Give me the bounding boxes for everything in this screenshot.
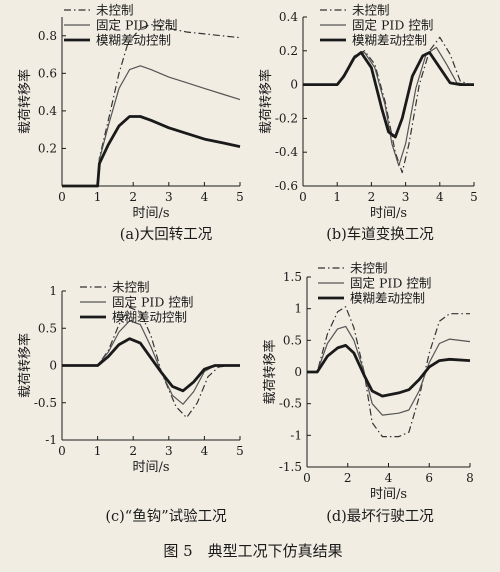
legend-label: 固定 PID 控制	[112, 295, 193, 310]
x-axis-label: 时间/s	[370, 206, 407, 221]
x-tick-label: 8	[466, 471, 474, 485]
panel-caption: (a)大回转工况	[120, 226, 213, 243]
y-tick-label: -1	[290, 428, 302, 442]
x-tick-label: 5	[470, 190, 478, 204]
series-line-3	[307, 344, 471, 398]
x-tick-label: 2	[129, 444, 137, 458]
series-line-2	[303, 46, 474, 167]
y-tick-label: 1	[49, 284, 57, 298]
y-tick-label: -0.5	[279, 397, 302, 411]
legend-label: 模糊差动控制	[112, 310, 187, 325]
y-tick-label: 1	[294, 302, 302, 316]
x-tick-label: 5	[236, 444, 244, 458]
x-tick-label: 4	[201, 190, 209, 204]
y-tick-label: -0.2	[275, 111, 298, 125]
series-line-1	[62, 23, 241, 187]
x-tick-label: 4	[201, 444, 209, 458]
y-tick-label: 0.4	[279, 10, 298, 24]
x-tick-label: 3	[165, 444, 173, 458]
y-tick-label: 0	[294, 365, 302, 379]
legend-label: 模糊差动控制	[352, 33, 427, 48]
y-tick-label: 0.6	[38, 66, 57, 80]
y-tick-label: -1	[45, 433, 57, 447]
x-axis-label: 时间/s	[132, 460, 169, 475]
x-tick-label: 0	[299, 190, 307, 204]
legend-label: 未控制	[96, 3, 134, 18]
x-tick-label: 3	[165, 190, 173, 204]
y-tick-label: -0.5	[34, 396, 57, 410]
y-tick-label: 0	[290, 78, 298, 92]
series-line-3	[303, 51, 474, 139]
legend-label: 未控制	[352, 3, 390, 18]
y-tick-label: 0.5	[283, 333, 302, 347]
legend-label: 模糊差动控制	[350, 291, 425, 306]
x-tick-label: 2	[129, 190, 137, 204]
x-tick-label: 5	[236, 190, 244, 204]
y-axis-label: 载荷转移率	[258, 69, 274, 134]
x-tick-label: 0	[58, 190, 66, 204]
legend-label: 固定 PID 控制	[96, 18, 177, 33]
y-tick-label: 0.4	[38, 104, 57, 118]
legend-label: 固定 PID 控制	[352, 18, 433, 33]
panel-caption: (b)车道变换工况	[326, 226, 434, 243]
y-tick-label: 0	[49, 359, 57, 373]
x-tick-label: 1	[94, 190, 102, 204]
y-axis-label: 载荷转移率	[17, 69, 33, 134]
series-line-1	[307, 306, 470, 438]
y-tick-label: 0.2	[279, 44, 298, 58]
legend-label: 未控制	[112, 280, 150, 295]
legend-label: 固定 PID 控制	[350, 276, 431, 291]
y-tick-label: 0.8	[38, 29, 57, 43]
y-tick-label: -0.4	[275, 145, 299, 159]
legend-label: 模糊差动控制	[96, 33, 171, 48]
panel-caption: (d)最坏行驶工况	[326, 508, 434, 525]
y-tick-label: 0.2	[38, 141, 57, 155]
series-line-2	[307, 325, 471, 416]
x-tick-label: 1	[94, 444, 102, 458]
series-line-2	[62, 65, 241, 187]
x-tick-label: 3	[402, 190, 410, 204]
x-tick-label: 1	[333, 190, 341, 204]
series-line-3	[62, 337, 240, 393]
figure-caption: 图 5 典型工况下仿真结果	[163, 542, 342, 560]
y-axis-label: 载荷转移率	[17, 333, 33, 398]
y-tick-label: 0.5	[38, 321, 57, 335]
series-line-2	[62, 320, 240, 405]
x-axis-label: 时间/s	[132, 206, 169, 221]
y-axis-label: 载荷转移率	[262, 339, 278, 404]
x-tick-label: 6	[425, 471, 433, 485]
x-tick-label: 4	[436, 190, 444, 204]
x-axis-label: 时间/s	[370, 487, 407, 502]
x-tick-label: 4	[385, 471, 393, 485]
panel-caption: (c)“鱼钩”试验工况	[105, 507, 227, 525]
x-tick-label: 0	[58, 444, 66, 458]
panel-b: 0 1 2 3 4 5 -0.6 -0.4 -0.2 0 0.2 0.4 时间/s 载荷转移率 未控制固定 …	[258, 3, 478, 244]
x-tick-label: 2	[344, 471, 352, 485]
y-tick-label: -0.6	[275, 179, 298, 193]
series-line-3	[62, 115, 241, 188]
x-tick-label: 0	[303, 471, 311, 485]
y-tick-label: -1.5	[279, 460, 302, 474]
series-line-1	[303, 36, 474, 174]
x-tick-label: 2	[368, 190, 376, 204]
y-tick-label: 1.5	[283, 270, 302, 284]
legend-label: 未控制	[350, 261, 388, 276]
